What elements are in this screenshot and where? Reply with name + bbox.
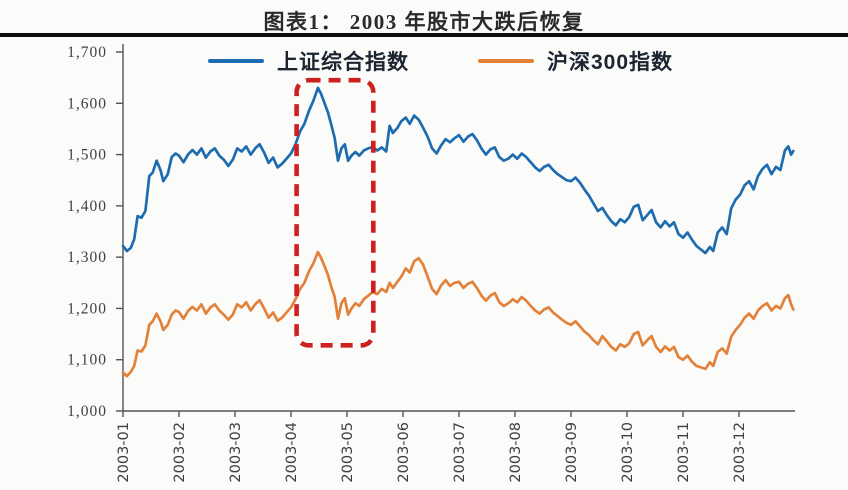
x-tick-label: 2003-07 (452, 422, 468, 483)
x-tick-label: 2003-09 (564, 422, 580, 483)
y-tick-label: 1,300 (67, 249, 107, 266)
x-tick-label: 2003-02 (172, 422, 188, 483)
line-swatch-shanghai-composite (208, 59, 264, 63)
y-tick-label: 1,200 (67, 300, 107, 317)
axis-lines (122, 44, 795, 412)
line-swatch-csi300 (478, 59, 534, 63)
chart-title: 图表1： 2003 年股市大跌后恢复 (263, 10, 585, 34)
highlight-rect (294, 77, 376, 348)
x-tick-label: 2003-01 (116, 422, 132, 483)
x-tick-label: 2003-04 (284, 422, 300, 483)
x-tick-label: 2003-11 (676, 422, 692, 483)
y-tick-label: 1,700 (67, 44, 107, 61)
x-tick-label: 2003-08 (508, 422, 524, 483)
y-tick-label: 1,500 (67, 147, 107, 164)
x-tick-label: 2003-10 (620, 422, 636, 483)
line-csi300 (121, 250, 795, 378)
x-tick-label: 2003-05 (340, 422, 356, 483)
line-shanghai-composite (121, 86, 795, 255)
x-tick-label: 2003-12 (732, 422, 748, 483)
x-tick-label: 2003-06 (396, 422, 412, 483)
x-tick-label: 2003-03 (228, 422, 244, 483)
y-tick-label: 1,600 (67, 95, 107, 112)
legend-item-shanghai-composite: 上证综合指数 (208, 48, 409, 74)
y-tick-label: 1,000 (67, 403, 107, 420)
y-tick-label: 1,400 (67, 198, 107, 215)
title-divider (0, 33, 848, 37)
legend-label-csi300: 沪深300指数 (547, 51, 674, 74)
legend-label-shanghai-composite: 上证综合指数 (277, 51, 409, 74)
y-tick-label: 1,100 (67, 352, 107, 369)
legend-item-csi300: 沪深300指数 (478, 48, 673, 74)
